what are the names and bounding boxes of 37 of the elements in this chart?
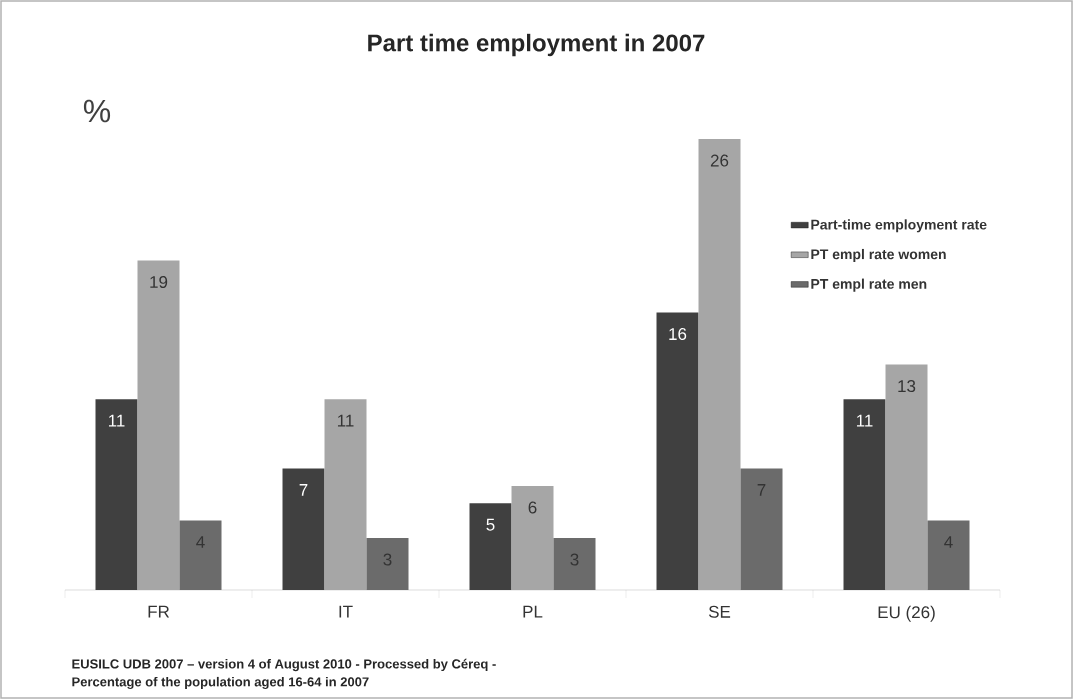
data-label: 11 [108,414,125,427]
x-tick-label: PL [523,605,543,618]
text: EUSILC UDB 2007 – version 4 of August 2010 - Processed by Céreq - [72,658,496,672]
data-label: 13 [898,380,916,393]
y-axis-title: % [83,99,111,123]
data-label: 3 [383,553,392,566]
data-label: 7 [299,484,308,496]
bar [179,520,222,590]
x-tick-label: FR [148,605,170,618]
x-tick-label: IT [339,605,353,618]
data-label: 5 [486,518,495,531]
bar [282,468,325,590]
data-label: 6 [528,501,537,514]
text: Percentage of the population aged 16-64 in 2007 [72,676,369,690]
data-label: 4 [196,536,205,548]
bar [927,520,970,590]
bar [843,399,886,590]
legend-label: PT empl rate men [811,278,927,292]
bar [469,503,512,590]
data-label: 19 [150,275,168,289]
data-label: 11 [856,414,873,427]
data-label: 11 [337,414,354,427]
chart-title: Part time employment in 2007 [368,33,705,57]
x-tick-label: EU (26) [878,605,935,622]
bar [366,537,409,590]
bar [740,468,783,590]
bar [95,399,138,590]
data-label: 4 [944,536,953,548]
x-tick-label: SE [708,605,731,618]
legend-label: Part-time employment rate [811,219,987,233]
bar [553,537,596,590]
data-label: 3 [570,553,579,566]
legend-label: PT empl rate women [811,248,946,262]
data-label: 7 [757,484,766,496]
data-label: 26 [710,154,729,167]
bar [656,312,699,590]
data-label: 16 [669,328,687,341]
